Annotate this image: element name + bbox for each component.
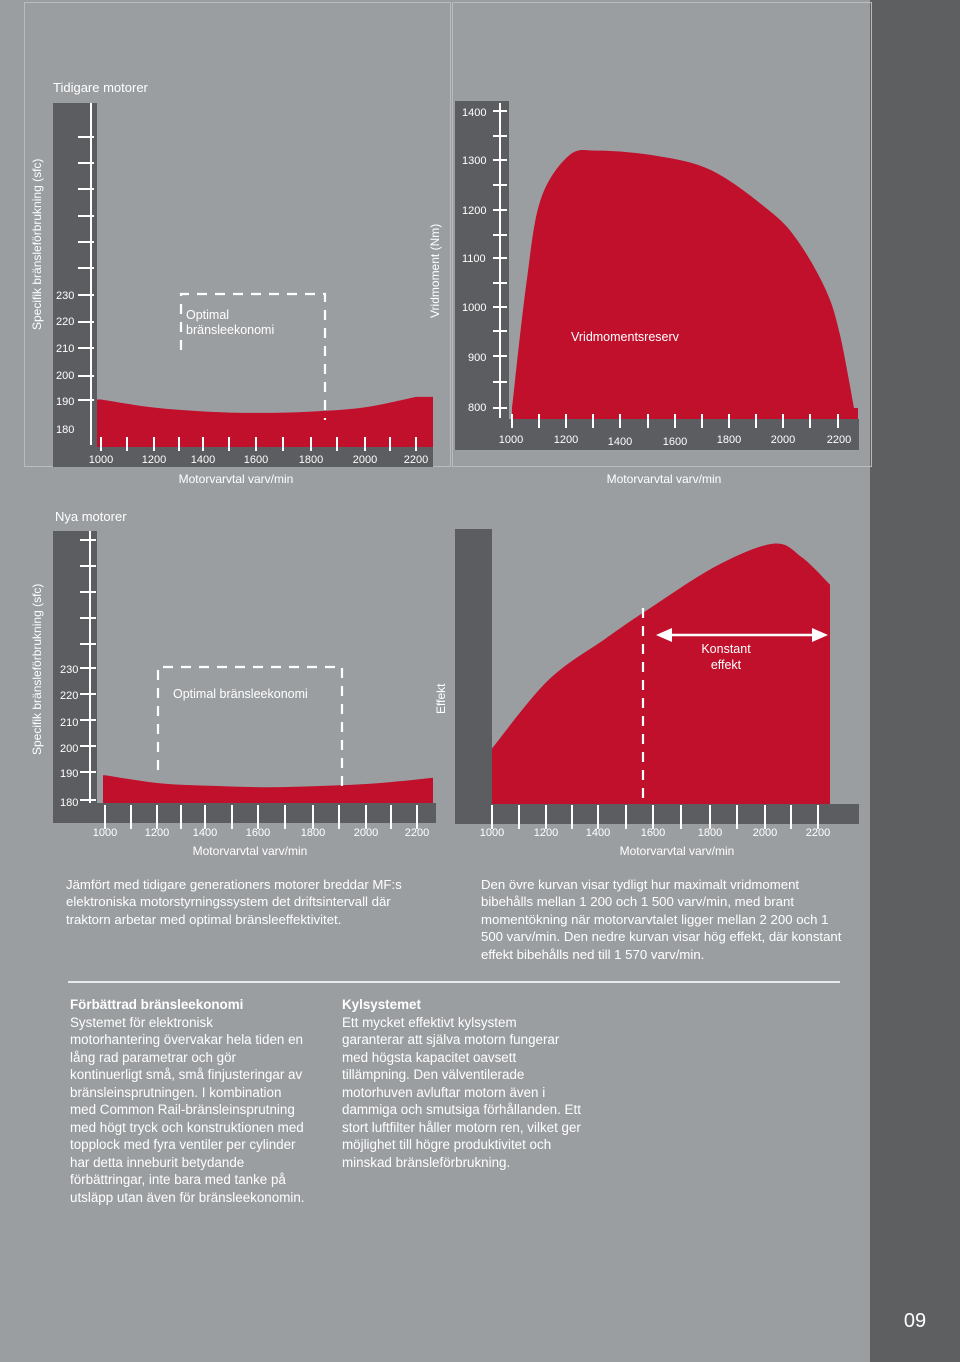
y-tick-new-210: 210 [60,717,78,729]
y-tick-old-220: 220 [56,316,74,328]
annotation-power-line2: effekt [711,658,742,672]
y-tick-torque-1400: 1400 [462,107,486,119]
y-tick-old-190: 190 [56,396,74,408]
y-tick-new-200: 200 [60,743,78,755]
power-curve [492,543,830,804]
caption-right: Den övre kurvan visar tydligt hur maxima… [481,877,842,962]
x-axis-label-power: Motorvarvtal varv/min [620,844,735,858]
y-tick-old-230: 230 [56,290,74,302]
x-tick-old-1400: 1400 [191,454,215,466]
axis-bar-x-torque [455,419,859,450]
x-tick-torque-1000: 1000 [499,434,523,446]
y-tick-new-180: 180 [60,797,78,809]
chart-old: 230 220 210 200 190 180 1000 1200 1400 1… [53,103,433,486]
x-tick-old-1000: 1000 [89,454,113,466]
x-tick-new-1200: 1200 [145,827,169,839]
divider-rule [68,981,840,983]
torque-curve [512,149,858,419]
y-tick-torque-1000: 1000 [462,302,486,314]
axis-bar-x-old [53,447,433,467]
panel-frame-torque [452,2,872,467]
side-strip [870,0,960,1362]
arrow-head-left [656,628,672,642]
x-tick-old-1200: 1200 [142,454,166,466]
x-tick-old-2200: 2200 [404,454,428,466]
x-tick-power-1200: 1200 [534,827,558,839]
x-tick-power-2000: 2000 [753,827,777,839]
body-fuel-economy: Systemet för elektronisk motorhantering … [70,1014,305,1205]
column-cooling: Kylsystemet Ett mycket effektivt kylsyst… [342,996,582,1171]
heading-fuel-economy: Förbättrad bränsleekonomi [70,997,244,1012]
x-tick-power-1400: 1400 [586,827,610,839]
y-tick-torque-1200: 1200 [462,205,486,217]
sfc-curve-new [103,775,433,803]
x-tick-power-2200: 2200 [806,827,830,839]
body-cooling: Ett mycket effektivt kylsystem garantera… [342,1014,581,1170]
ticks-power [491,805,819,829]
annotation-new: Optimal bränsleekonomi [173,687,308,701]
x-axis-label-new: Motorvarvtal varv/min [193,844,308,858]
axis-bar-y-power [455,529,492,824]
optimal-box-new [156,665,344,790]
y-tick-torque-900: 900 [468,352,486,364]
y-tick-torque-1100: 1100 [462,253,486,265]
y-tick-new-220: 220 [60,690,78,702]
sfc-curve-old [97,396,433,447]
optimal-box-old [179,292,327,420]
x-tick-power-1600: 1600 [641,827,665,839]
chart-power: 1000 1200 1400 1600 1800 2000 2200 Motor… [455,529,859,858]
y-tick-new-190: 190 [60,768,78,780]
chart-new: 230 220 210 200 190 180 1000 1200 1400 1… [53,531,436,858]
page-number: 09 [903,1310,927,1332]
x-tick-new-1600: 1600 [246,827,270,839]
x-tick-new-2000: 2000 [354,827,378,839]
x-tick-new-2200: 2200 [405,827,429,839]
x-axis-label-old: Motorvarvtal varv/min [179,472,294,486]
section-label-old: Tidigare motorer [53,80,148,95]
y-tick-new-230: 230 [60,664,78,676]
x-tick-power-1800: 1800 [698,827,722,839]
x-tick-torque-2000: 2000 [771,434,795,446]
x-tick-torque-2200: 2200 [827,434,851,446]
y-tick-old-180: 180 [56,424,74,436]
x-tick-torque-1400: 1400 [608,436,632,448]
x-tick-torque-1800: 1800 [717,434,741,446]
x-tick-new-1800: 1800 [301,827,325,839]
ticks-new [80,531,418,829]
x-tick-torque-1600: 1600 [663,436,687,448]
y-tick-old-200: 200 [56,370,74,382]
x-tick-old-1600: 1600 [244,454,268,466]
heading-cooling: Kylsystemet [342,997,421,1012]
caption-left: Jämfört med tidigare generationers motor… [66,877,402,927]
axis-bar-x-new [53,803,436,823]
x-tick-torque-1200: 1200 [554,434,578,446]
section-label-new: Nya motorer [55,509,127,524]
x-tick-old-2000: 2000 [353,454,377,466]
x-tick-power-1000: 1000 [480,827,504,839]
y-tick-torque-1300: 1300 [462,155,486,167]
annotation-old-line2: bränsleekonomi [186,323,274,337]
annotation-power-line1: Konstant [701,642,751,656]
annotation-torque: Vridmomentsreserv [571,330,680,344]
y-tick-torque-800: 800 [468,402,486,414]
x-tick-new-1000: 1000 [93,827,117,839]
x-axis-label-torque: Motorvarvtal varv/min [607,472,722,486]
axis-bar-x-power [455,804,859,824]
ticks-torque [493,103,839,428]
chart-torque: 1400 1300 1200 1100 1000 900 800 1000 12… [455,101,859,486]
arrow-head-right [812,628,828,642]
y-tick-old-210: 210 [56,343,74,355]
x-tick-new-1400: 1400 [193,827,217,839]
ticks-old [78,103,417,451]
column-fuel-economy: Förbättrad bränsleekonomi Systemet för e… [70,996,305,1206]
x-tick-old-1800: 1800 [299,454,323,466]
annotation-old-line1: Optimal [186,308,229,322]
